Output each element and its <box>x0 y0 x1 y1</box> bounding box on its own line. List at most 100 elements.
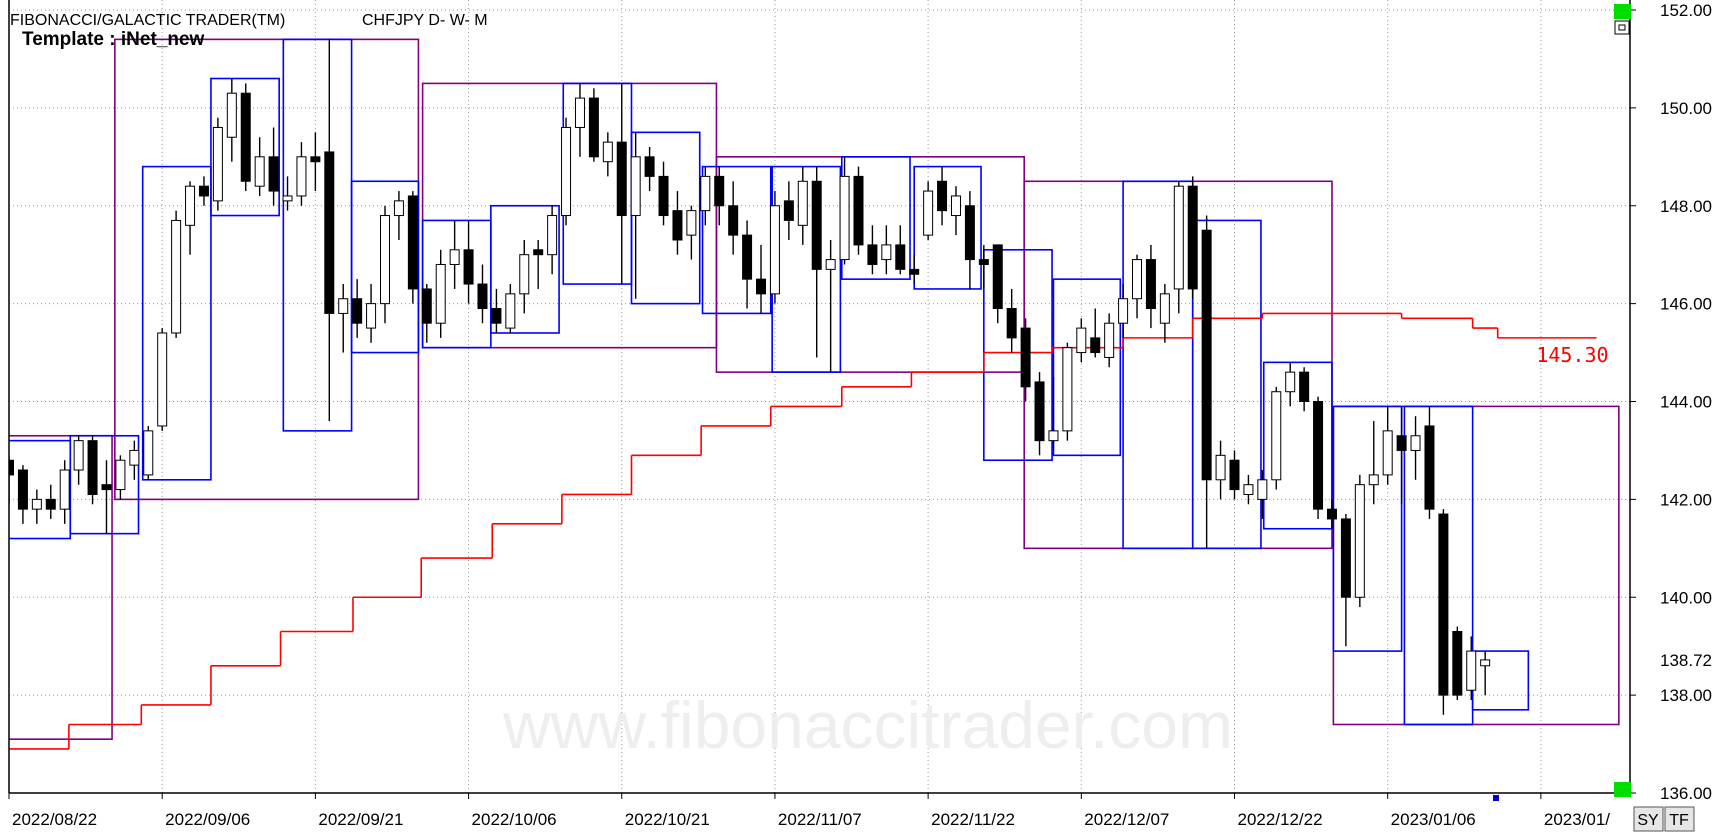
candle-body <box>449 249 460 265</box>
candle-body <box>756 278 767 295</box>
x-tick-label: 2022/11/07 <box>778 810 862 829</box>
candle-body <box>352 298 363 324</box>
candle-body <box>435 263 446 324</box>
candle-body <box>1048 430 1059 442</box>
y-tick-label: 136.00 <box>1660 784 1712 803</box>
candle-body <box>1118 298 1129 324</box>
y-tick-label: 146.00 <box>1660 295 1712 314</box>
candle-body <box>1020 327 1031 388</box>
axes: 136.00 138.00 140.00 142.00 144.00 146.00 148.… <box>8 1 1712 829</box>
candle-body <box>1062 347 1073 432</box>
x-tick-label: 2022/08/22 <box>12 810 97 829</box>
x-tick-label: 2022/12/07 <box>1084 810 1169 829</box>
x-tick-label: 2022/11/22 <box>931 810 1015 829</box>
candle-body <box>1187 185 1198 290</box>
candle-body <box>1396 435 1407 451</box>
candle-body <box>658 175 669 217</box>
candle-body <box>101 484 112 491</box>
candle-body <box>115 459 126 491</box>
candle-body <box>1104 322 1115 358</box>
candle-body <box>324 151 335 314</box>
candle-body <box>157 332 168 427</box>
candle-body <box>9 459 14 476</box>
candle-body <box>491 308 502 324</box>
chart-subtitle: CHFJPY D- W- M <box>362 12 488 29</box>
candle-body <box>1090 337 1101 354</box>
y-tick-label: 148.00 <box>1660 197 1712 216</box>
candle-body <box>268 156 279 192</box>
candle-body <box>978 259 989 265</box>
candle-body <box>700 175 711 212</box>
button-frame[interactable] <box>1664 806 1695 832</box>
candle-body <box>714 175 725 207</box>
candle-body <box>240 92 251 182</box>
candle-body <box>728 205 739 236</box>
y-tick-label: 144.00 <box>1660 393 1712 412</box>
candle-body <box>393 200 404 217</box>
candle-body <box>407 195 418 290</box>
candle-body <box>616 141 627 217</box>
weekly-range-box <box>1262 361 1333 530</box>
weekly-range-box <box>1332 405 1403 652</box>
candle-body <box>87 440 98 495</box>
last-price-label: 138.72 <box>1660 651 1712 670</box>
cursor-marker <box>1493 795 1499 801</box>
weekly-range-box <box>490 204 560 334</box>
candle-body <box>992 244 1003 310</box>
candle-body <box>1299 371 1310 403</box>
candle-body <box>672 210 683 241</box>
button-label[interactable]: SY <box>1637 812 1659 829</box>
candle-body <box>923 190 934 236</box>
x-tick-label: 2023/01/06 <box>1391 810 1476 829</box>
candle-body <box>198 185 209 197</box>
candle-body <box>477 283 488 310</box>
y-tick-label: 138.00 <box>1660 686 1712 705</box>
chart-title: FIBONACCI/GALACTIC TRADER(TM) <box>10 12 285 29</box>
candle-body <box>45 498 56 510</box>
watermark: www.fibonaccitrader.com <box>502 688 1233 762</box>
candle-body <box>185 185 196 226</box>
candle-body <box>769 205 780 295</box>
y-tick-label: 142.00 <box>1660 490 1712 509</box>
candle-body <box>811 180 822 270</box>
candle-body <box>366 303 377 329</box>
button[interactable]: TF <box>1664 806 1695 832</box>
button[interactable]: SY <box>1633 806 1664 832</box>
x-tick-label: 2023/01/ <box>1544 810 1610 829</box>
button-frame[interactable] <box>1633 806 1664 832</box>
weekly-range-box <box>141 165 212 481</box>
candle-body <box>296 156 307 197</box>
x-tick-label: 2022/10/21 <box>625 810 710 829</box>
y-tick-label: 152.00 <box>1660 1 1712 20</box>
green-marker <box>1614 782 1631 797</box>
candle-body <box>505 293 516 329</box>
candle-body <box>1480 659 1491 667</box>
weekly-range-box <box>1052 278 1122 457</box>
weekly-range-box <box>913 165 982 290</box>
candle-body <box>1243 484 1254 495</box>
candle-body <box>1201 229 1212 481</box>
candle-body <box>212 126 223 202</box>
candle-body <box>1285 371 1296 393</box>
candle-body <box>1159 293 1170 324</box>
candle-body <box>1076 327 1087 354</box>
candle-body <box>1382 430 1393 476</box>
candle-body <box>1215 454 1226 481</box>
candle-body <box>588 97 599 158</box>
candle-body <box>31 498 42 510</box>
y-tick-label: 150.00 <box>1660 99 1712 118</box>
candle-body <box>1271 391 1282 481</box>
candle-body <box>59 469 70 510</box>
candle-body <box>1424 425 1435 510</box>
candle-body <box>853 175 864 246</box>
weekly-range-box <box>630 131 701 305</box>
button-label[interactable]: TF <box>1669 812 1689 829</box>
candle-body <box>338 298 349 314</box>
candle-body <box>519 254 530 295</box>
weekly-range-box <box>350 180 420 354</box>
pivot-label: 145.30 <box>1536 343 1608 367</box>
candle-body <box>171 219 182 334</box>
y-tick-label: 140.00 <box>1660 588 1712 607</box>
